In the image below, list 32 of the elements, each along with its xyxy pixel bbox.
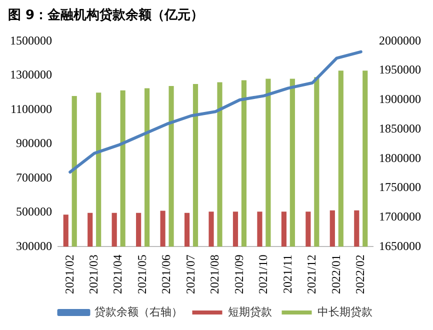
x-tick-label: 2021/03 (86, 254, 100, 294)
y-tick-label: 1100000 (10, 102, 52, 116)
y2-tick-label: 1950000 (379, 62, 421, 77)
y2-tick-label: 1850000 (379, 121, 421, 136)
y-tick-label: 500000 (16, 204, 52, 219)
x-tick-label: 2021/07 (183, 254, 198, 294)
x-tick-label: 2022/01 (328, 254, 343, 294)
y-tick-label: 1500000 (10, 33, 52, 48)
y-tick-label: 1300000 (10, 68, 52, 82)
y2-tick-label: 1900000 (379, 92, 421, 106)
x-tick-label: 2021/02 (62, 254, 76, 294)
legend-label: 短期贷款 (228, 305, 272, 318)
y2-tick-label: 1650000 (379, 238, 421, 253)
x-tick-label: 2021/06 (159, 254, 174, 294)
y-tick-label: 300000 (16, 238, 52, 253)
x-tick-label: 2021/10 (256, 254, 270, 294)
y-tick-label: 900000 (16, 136, 52, 150)
x-tick-label: 2021/08 (208, 254, 222, 294)
y2-tick-label: 1750000 (379, 180, 421, 194)
x-tick-label: 2021/05 (134, 254, 149, 294)
y-tick-label: 700000 (16, 170, 52, 184)
x-tick-label: 2021/09 (232, 254, 246, 294)
x-tick-label: 2022/02 (353, 254, 368, 294)
chart-title: 图 9：金融机构贷款余额（亿元） (8, 6, 204, 24)
legend-label: 贷款余额（右轴） (94, 305, 182, 318)
y2-tick-label: 2000000 (379, 33, 421, 48)
y2-tick-label: 1800000 (379, 150, 421, 165)
legend-label: 中长期贷款 (317, 305, 372, 318)
x-tick-label: 2021/04 (110, 254, 125, 294)
x-tick-label: 2021/11 (280, 254, 294, 294)
x-tick-label: 2021/12 (304, 254, 319, 294)
y2-tick-label: 1700000 (379, 209, 421, 224)
